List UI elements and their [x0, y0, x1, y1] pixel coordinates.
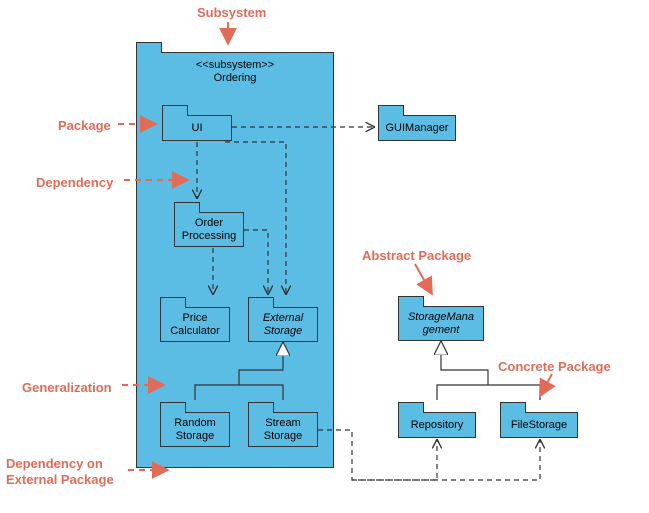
package-random-storage: RandomStorage — [160, 412, 230, 447]
stereotype-label: <<subsystem>> — [137, 59, 333, 72]
package-price-calculator: PriceCalculator — [160, 307, 230, 342]
callout-generalization: Generalization — [22, 380, 112, 395]
package-guimanager: GUIManager — [378, 115, 456, 141]
package-file-storage: FileStorage — [500, 412, 578, 438]
package-ui: UI — [162, 115, 232, 141]
package-label: Repository — [399, 413, 475, 437]
package-label: GUIManager — [379, 116, 455, 140]
package-label: RandomStorage — [161, 413, 229, 446]
package-label: StreamStorage — [249, 413, 317, 446]
callout-subsystem: Subsystem — [197, 5, 266, 20]
package-label: PriceCalculator — [161, 308, 229, 341]
package-order-processing: OrderProcessing — [174, 212, 244, 247]
package-tab — [398, 402, 424, 413]
package-label: ExternalStorage — [249, 308, 317, 341]
package-tab — [160, 402, 186, 413]
package-tab — [174, 202, 200, 213]
callout-dependency: Dependency — [36, 175, 113, 190]
callout-dep-external: Dependency onExternal Package — [6, 456, 114, 487]
package-repository: Repository — [398, 412, 476, 438]
package-tab — [160, 297, 186, 308]
subsystem-name: Ordering — [137, 72, 333, 85]
package-label: OrderProcessing — [175, 213, 243, 246]
package-tab — [248, 297, 274, 308]
package-tab — [248, 402, 274, 413]
package-storage-management: StorageManagement — [398, 306, 484, 341]
package-label: StorageManagement — [399, 307, 483, 340]
callout-abstract: Abstract Package — [362, 248, 471, 263]
package-tab — [398, 296, 424, 307]
package-external-storage: ExternalStorage — [248, 307, 318, 342]
package-label: FileStorage — [501, 413, 577, 437]
package-tab — [378, 105, 404, 116]
package-stream-storage: StreamStorage — [248, 412, 318, 447]
package-label: UI — [163, 116, 231, 140]
callout-concrete: Concrete Package — [498, 359, 611, 374]
package-tab — [500, 402, 526, 413]
package-tab — [136, 42, 162, 53]
callout-package: Package — [58, 118, 111, 133]
package-tab — [162, 105, 188, 116]
